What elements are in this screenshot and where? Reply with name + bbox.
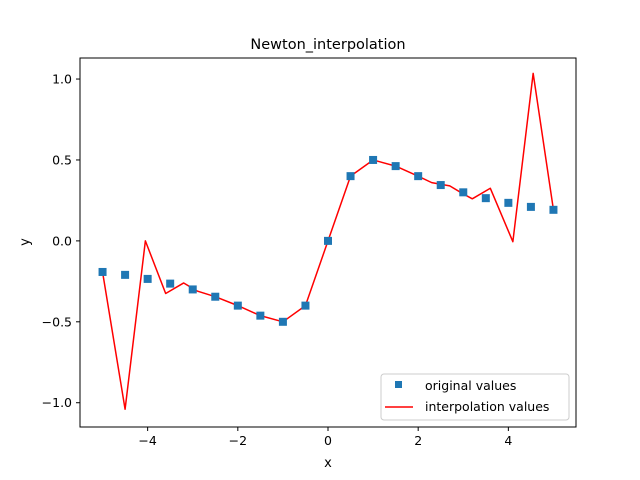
- legend-label-original: original values: [425, 378, 516, 393]
- legend-box: [380, 373, 570, 421]
- x-axis-label: x: [324, 456, 332, 471]
- original-value-marker: [504, 198, 513, 207]
- original-value-marker: [188, 285, 197, 294]
- original-value-marker: [301, 301, 310, 310]
- interpolation-line: [101, 72, 555, 410]
- original-value-marker: [211, 292, 220, 301]
- original-value-marker: [481, 194, 490, 203]
- original-value-marker: [346, 172, 355, 181]
- y-axis-label: y: [18, 238, 33, 246]
- chart-title: Newton_interpolation: [250, 37, 405, 53]
- original-value-marker: [121, 270, 130, 279]
- x-tick-label: −2: [229, 433, 247, 448]
- x-tick-label: −4: [138, 433, 156, 448]
- y-tick-label: 1.0: [52, 72, 72, 87]
- original-value-marker: [233, 301, 242, 310]
- original-value-marker: [391, 162, 400, 171]
- y-tick-label: −0.5: [42, 314, 72, 329]
- original-value-marker: [526, 202, 535, 211]
- y-tick-label: −1.0: [42, 395, 72, 410]
- original-value-marker: [278, 317, 287, 326]
- original-value-marker: [436, 181, 445, 190]
- legend-marker-original: [395, 381, 402, 388]
- x-tick-label: 0: [324, 433, 332, 448]
- original-value-marker: [459, 188, 468, 197]
- y-tick-label: 0.5: [52, 152, 72, 167]
- original-value-marker: [414, 172, 423, 181]
- original-value-marker: [324, 236, 332, 245]
- original-value-marker: [369, 155, 378, 164]
- original-value-marker: [256, 311, 265, 320]
- x-tick-label: 4: [504, 433, 512, 448]
- y-tick-label: 0.0: [52, 233, 72, 248]
- x-tick-label: 2: [414, 433, 422, 448]
- original-value-marker: [549, 205, 558, 214]
- original-value-marker: [98, 267, 107, 276]
- legend-label-interpolation: interpolation values: [425, 399, 549, 414]
- original-value-marker: [143, 274, 152, 283]
- legend: original values interpolation values: [380, 373, 570, 421]
- original-value-marker: [166, 279, 175, 288]
